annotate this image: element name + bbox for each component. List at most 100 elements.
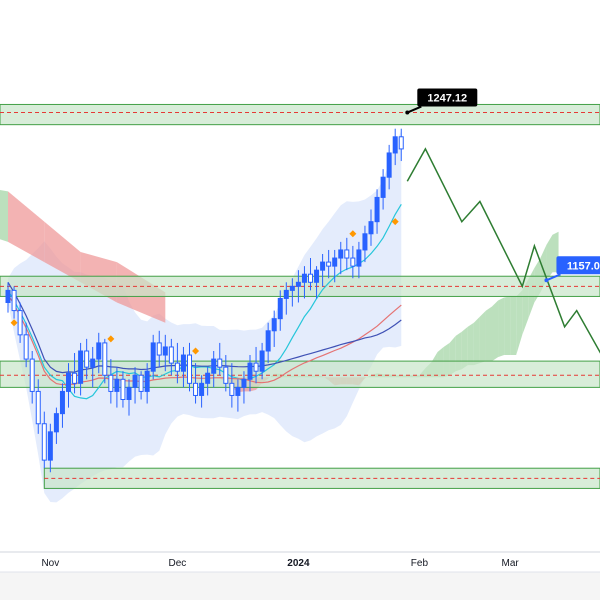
cloud-segment <box>492 300 499 362</box>
footer-strip <box>0 572 600 600</box>
candle-body <box>90 358 96 368</box>
candle <box>108 359 114 404</box>
x-tick-label: Dec <box>169 558 187 569</box>
candle <box>187 342 192 392</box>
candle <box>326 249 332 279</box>
candle-body <box>162 346 168 356</box>
candle-body <box>295 281 301 287</box>
candle <box>162 334 168 372</box>
candle-body <box>180 354 186 372</box>
price-label: 1247.12 <box>405 88 478 115</box>
cloud-segment <box>0 190 8 242</box>
cloud-segment <box>8 191 45 263</box>
moving-averages <box>7 203 402 400</box>
cloud-segment <box>479 310 486 364</box>
candle-body <box>168 346 174 364</box>
candle <box>211 351 217 388</box>
cloud-segment <box>473 316 480 366</box>
price-label-anchor <box>544 278 549 283</box>
candle <box>84 338 90 380</box>
candle <box>156 330 162 368</box>
projection-path <box>406 147 600 354</box>
cloud-segment <box>498 297 505 358</box>
candle <box>29 351 35 404</box>
cloud-segment <box>516 290 523 356</box>
candle <box>368 209 374 246</box>
candle <box>308 258 313 291</box>
candles <box>5 128 404 473</box>
candle <box>332 249 338 283</box>
candle-body <box>392 136 398 154</box>
candle-body <box>47 431 53 461</box>
cloud-segment <box>467 322 474 366</box>
candle-body <box>326 261 332 267</box>
candle <box>59 383 65 428</box>
candle-body <box>23 334 29 360</box>
candle-body <box>108 374 114 392</box>
candle-body <box>320 261 326 271</box>
candle <box>241 371 247 404</box>
ma-mid-line <box>7 294 402 386</box>
cloud-segment <box>171 300 178 313</box>
candle <box>295 270 301 303</box>
x-tick-label: Mar <box>502 558 520 569</box>
candle-body <box>59 390 65 415</box>
candle-body <box>150 342 156 372</box>
candle <box>96 332 102 374</box>
candle-body <box>362 233 368 251</box>
candle-body <box>259 350 265 372</box>
candle-body <box>174 362 180 372</box>
candle-body <box>187 354 192 384</box>
candle-body <box>247 362 253 380</box>
candle <box>120 371 126 408</box>
cloud-segment <box>485 306 492 362</box>
candle <box>344 237 350 271</box>
cloud-segment <box>510 296 517 356</box>
signal-marker <box>192 347 200 355</box>
price-label-text: 1157.03 <box>567 260 600 272</box>
candle-body <box>380 176 386 198</box>
signal-markers <box>10 218 399 355</box>
candle <box>253 346 259 384</box>
cloud-segment <box>44 221 81 283</box>
candle <box>398 128 404 162</box>
candle <box>41 411 47 469</box>
candle-body <box>126 386 132 400</box>
candle-body <box>308 273 313 283</box>
zone <box>43 467 600 489</box>
candle-body <box>41 423 47 461</box>
candle-body <box>398 136 404 150</box>
candle-body <box>229 382 235 396</box>
candle-body <box>265 330 271 352</box>
candle-body <box>132 374 138 388</box>
x-tick-label: Nov <box>41 558 59 569</box>
x-tick-label: 2024 <box>287 558 310 569</box>
candle-body <box>301 273 307 283</box>
x-tick-label: Feb <box>411 558 429 569</box>
candle-body <box>156 342 162 356</box>
candle <box>168 338 174 376</box>
candle <box>180 346 186 388</box>
candle-body <box>289 285 295 291</box>
candle-body <box>84 350 90 368</box>
candle-body <box>368 221 374 235</box>
candle-body <box>277 297 283 320</box>
candle <box>271 310 277 347</box>
candle-body <box>344 249 350 259</box>
candle <box>193 363 199 404</box>
candle <box>132 367 138 404</box>
signal-marker <box>391 218 399 226</box>
candle <box>174 342 180 384</box>
bollinger-band <box>8 130 402 503</box>
candle <box>314 266 320 299</box>
candle <box>199 375 205 408</box>
candle-body <box>11 289 17 312</box>
price-label-box <box>417 88 478 107</box>
price-label-pointer <box>406 105 422 114</box>
cloud-segment <box>546 234 553 281</box>
candle-body <box>114 378 120 392</box>
candle <box>53 407 59 444</box>
price-label-box <box>556 256 600 275</box>
candle-body <box>120 378 126 400</box>
